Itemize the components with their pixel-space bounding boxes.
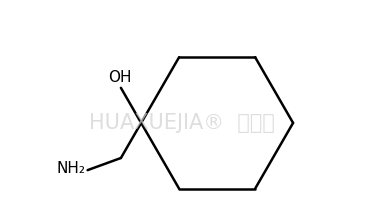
Text: NH₂: NH₂ xyxy=(56,161,85,176)
Text: HUAXUEJIA®  化学加: HUAXUEJIA® 化学加 xyxy=(89,113,274,133)
Text: OH: OH xyxy=(108,70,131,85)
